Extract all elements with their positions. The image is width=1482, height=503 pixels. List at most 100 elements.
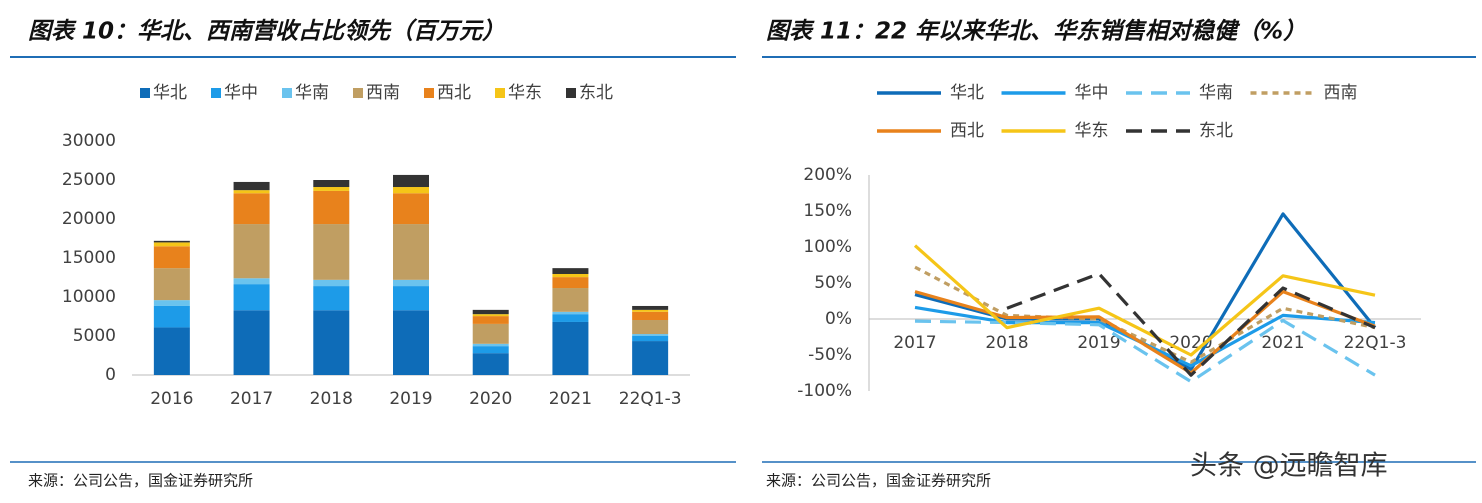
bar-segment	[632, 334, 669, 336]
bar-segment	[393, 193, 429, 225]
bar-segment	[472, 353, 509, 375]
bar-segment	[313, 310, 350, 375]
bar-segment	[233, 284, 270, 311]
bar-segment	[153, 246, 190, 269]
bar-segment	[393, 187, 429, 194]
line-series	[914, 265, 1376, 364]
bar-segment	[233, 190, 270, 194]
x-tick-label: 22Q1-3	[619, 389, 682, 409]
line-series	[913, 244, 1376, 357]
bar-segment	[233, 310, 270, 375]
y-tick-label: 10000	[62, 287, 116, 307]
y-tick-label: 25000	[62, 170, 116, 190]
bar-segment	[552, 321, 589, 375]
legend-swatch	[495, 88, 505, 98]
bar-segment	[313, 286, 350, 311]
bar-segment	[153, 240, 190, 243]
legend-swatch	[140, 88, 150, 98]
x-tick-label: 2021	[1261, 333, 1304, 353]
legend-label: 华南	[1199, 83, 1233, 103]
bar-segment	[393, 174, 429, 188]
bar-segment	[632, 341, 669, 375]
y-tick-label: 5000	[73, 326, 116, 346]
bar-segment	[153, 242, 190, 247]
y-tick-label: 20000	[62, 209, 116, 229]
bar-segment	[393, 279, 429, 287]
x-tick-label: 2019	[389, 389, 432, 409]
y-tick-label: 0%	[825, 309, 852, 329]
bar-segment	[552, 314, 589, 322]
bar-segment	[233, 278, 270, 285]
x-tick-label: 2019	[1077, 333, 1120, 353]
chart-title: 图表 11：22 年以来华北、华东销售相对稳健（%）	[766, 18, 1306, 45]
bar-segment	[472, 346, 509, 354]
legend-swatch	[566, 88, 576, 98]
bar-segment	[632, 309, 669, 312]
bar-segment	[632, 311, 669, 321]
bar-segment	[153, 327, 190, 375]
bar-segment	[313, 224, 350, 280]
bar-segment	[552, 277, 589, 289]
x-tick-label: 2017	[893, 333, 936, 353]
y-tick-label: 15000	[62, 248, 116, 268]
bar-segment	[393, 224, 429, 280]
x-tick-label: 2016	[150, 389, 193, 409]
bar-segment	[233, 181, 270, 191]
legend-label: 华东	[1075, 121, 1109, 141]
bar-segment	[153, 268, 190, 301]
legend-label: 华北	[153, 83, 187, 103]
legend-label: 华东	[508, 83, 542, 103]
source: 来源：公司公告，国金证券研究所	[28, 472, 253, 490]
legend-label: 西南	[1324, 83, 1358, 103]
bar-segment	[552, 311, 589, 315]
source: 来源：公司公告，国金证券研究所	[766, 472, 991, 490]
bar-segment	[632, 305, 669, 310]
bar-segment	[153, 300, 190, 306]
legend-label: 东北	[1199, 121, 1233, 141]
bar-segment	[632, 320, 669, 335]
bar-segment	[552, 288, 589, 312]
y-tick-label: 100%	[803, 237, 852, 257]
x-tick-label: 2021	[549, 389, 592, 409]
bar-segment	[472, 323, 509, 344]
y-tick-label: -100%	[797, 381, 852, 401]
bar-segment	[472, 343, 509, 347]
legend-swatch	[211, 88, 221, 98]
x-tick-label: 2018	[985, 333, 1028, 353]
bar-segment	[313, 279, 350, 287]
legend-label: 东北	[579, 83, 613, 103]
y-tick-label: 0	[105, 365, 116, 385]
y-tick-label: 30000	[62, 131, 116, 151]
line-series	[914, 305, 1376, 368]
bar-segment	[313, 187, 350, 191]
chart-title: 图表 10：华北、西南营收占比领先（百万元）	[28, 18, 505, 45]
legend-label: 华北	[950, 83, 984, 103]
legend-label: 西北	[437, 83, 471, 103]
y-tick-label: -50%	[808, 345, 852, 365]
legend-swatch	[424, 88, 434, 98]
bar-segment	[233, 224, 270, 279]
bar-segment	[472, 309, 509, 315]
legend-label: 西南	[366, 83, 400, 103]
legend-swatch	[353, 88, 363, 98]
bar-segment	[233, 193, 270, 225]
legend-label: 华中	[1075, 83, 1109, 103]
legend-label: 华中	[224, 83, 258, 103]
y-tick-label: 150%	[803, 201, 852, 221]
watermark: 头条 @远瞻智库	[1190, 451, 1388, 482]
bar-segment	[313, 190, 350, 225]
y-tick-label: 200%	[803, 165, 852, 185]
legend-swatch	[282, 88, 292, 98]
line-series	[1006, 272, 1376, 377]
bar-segment	[472, 314, 509, 317]
x-tick-label: 2020	[469, 389, 512, 409]
legend-label: 华南	[295, 83, 329, 103]
legend-label: 西北	[950, 121, 984, 141]
x-tick-label: 2018	[310, 389, 353, 409]
bar-segment	[552, 268, 589, 274]
line-series	[914, 318, 1376, 384]
x-tick-label: 22Q1-3	[1344, 333, 1407, 353]
bar-segment	[552, 273, 589, 278]
bar-segment	[472, 316, 509, 324]
bar-segment	[313, 180, 350, 188]
